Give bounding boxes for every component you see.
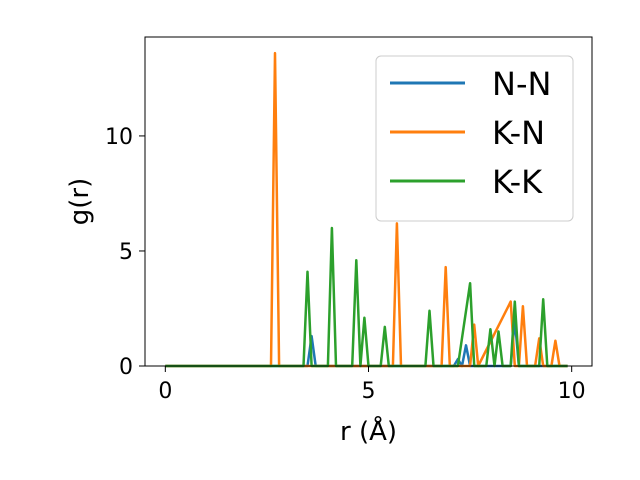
y-axis-label: g(r) [65, 178, 95, 225]
x-tick-label: 10 [558, 379, 586, 404]
series-line-k-k [165, 226, 568, 368]
x-axis-label: r (Å) [340, 415, 397, 447]
y-tick-label: 10 [105, 125, 133, 150]
x-tick-label: 5 [362, 379, 376, 404]
legend-label-k-k: K-K [492, 163, 543, 201]
y-tick-label: 5 [119, 240, 133, 265]
legend-label-n-n: N-N [492, 65, 551, 103]
axis-ticks: 0 5 10 0 5 10 [105, 125, 586, 404]
legend: N-N K-N K-K [375, 55, 574, 222]
legend-label-k-n: K-N [492, 114, 545, 152]
x-tick-label: 0 [158, 379, 172, 404]
y-tick-label: 0 [119, 355, 133, 380]
